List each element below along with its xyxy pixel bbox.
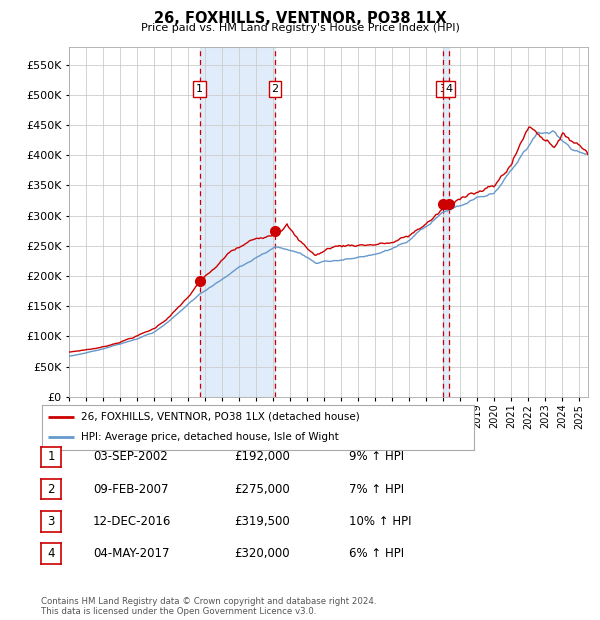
Text: 12-DEC-2016: 12-DEC-2016 — [93, 515, 172, 528]
Text: 6% ↑ HPI: 6% ↑ HPI — [349, 547, 404, 560]
Text: Price paid vs. HM Land Registry's House Price Index (HPI): Price paid vs. HM Land Registry's House … — [140, 23, 460, 33]
Text: 1: 1 — [196, 84, 203, 94]
Text: 4: 4 — [47, 547, 55, 560]
Text: HPI: Average price, detached house, Isle of Wight: HPI: Average price, detached house, Isle… — [81, 432, 338, 443]
Text: 3: 3 — [47, 515, 55, 528]
Text: 04-MAY-2017: 04-MAY-2017 — [93, 547, 170, 560]
Text: This data is licensed under the Open Government Licence v3.0.: This data is licensed under the Open Gov… — [41, 607, 316, 616]
Text: 26, FOXHILLS, VENTNOR, PO38 1LX: 26, FOXHILLS, VENTNOR, PO38 1LX — [154, 11, 446, 25]
Text: 10% ↑ HPI: 10% ↑ HPI — [349, 515, 412, 528]
Text: £275,000: £275,000 — [234, 483, 290, 495]
Bar — [200, 46, 275, 397]
Text: 26, FOXHILLS, VENTNOR, PO38 1LX (detached house): 26, FOXHILLS, VENTNOR, PO38 1LX (detache… — [81, 412, 359, 422]
Text: 03-SEP-2002: 03-SEP-2002 — [93, 451, 168, 463]
Text: Contains HM Land Registry data © Crown copyright and database right 2024.: Contains HM Land Registry data © Crown c… — [41, 597, 376, 606]
Text: 09-FEB-2007: 09-FEB-2007 — [93, 483, 169, 495]
Text: 7% ↑ HPI: 7% ↑ HPI — [349, 483, 404, 495]
Text: 2: 2 — [272, 84, 278, 94]
Bar — [443, 46, 449, 397]
Text: £320,000: £320,000 — [234, 547, 290, 560]
Text: £319,500: £319,500 — [234, 515, 290, 528]
Text: 9% ↑ HPI: 9% ↑ HPI — [349, 451, 404, 463]
Text: 4: 4 — [446, 84, 453, 94]
Text: £192,000: £192,000 — [234, 451, 290, 463]
Text: 2: 2 — [47, 483, 55, 495]
Text: 3: 3 — [439, 84, 446, 94]
Text: 1: 1 — [47, 451, 55, 463]
